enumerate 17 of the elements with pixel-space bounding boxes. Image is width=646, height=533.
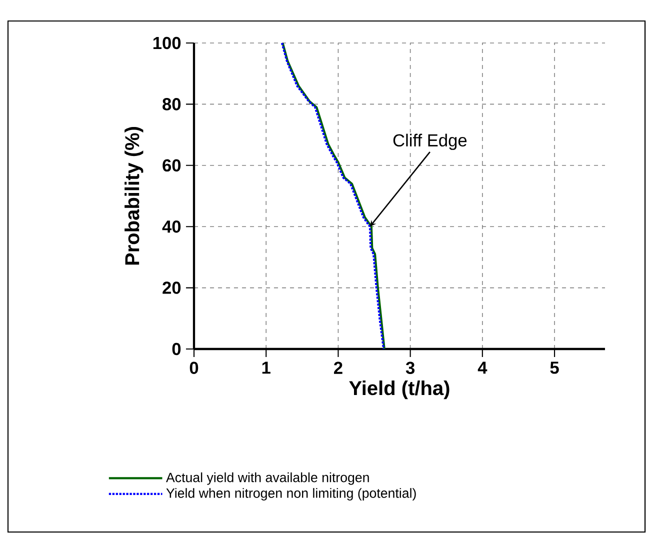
y-tick-label: 0 [172, 342, 181, 356]
x-tick-label: 3 [406, 362, 415, 374]
y-tick-label: 100 [153, 36, 181, 50]
y-tick-label: 20 [162, 282, 181, 294]
legend-label: Yield when nitrogen non limiting (potential) [166, 488, 416, 500]
x-tick-label: 0 [190, 362, 198, 374]
x-tick-label: 2 [334, 362, 342, 374]
x-axis-title: Yield (t/ha) [349, 380, 450, 400]
y-tick-label: 60 [162, 159, 181, 172]
legend-label: Actual yield with available nitrogen [166, 472, 369, 485]
x-tick-label: 5 [550, 362, 559, 374]
annotation: Cliff Edge [393, 134, 467, 150]
y-tick-label: 40 [162, 220, 181, 233]
x-tick-label: 1 [262, 362, 270, 374]
y-tick-label: 80 [162, 98, 181, 110]
x-tick-label: 4 [478, 362, 488, 374]
y-axis-title: Probability (%) [124, 127, 144, 265]
